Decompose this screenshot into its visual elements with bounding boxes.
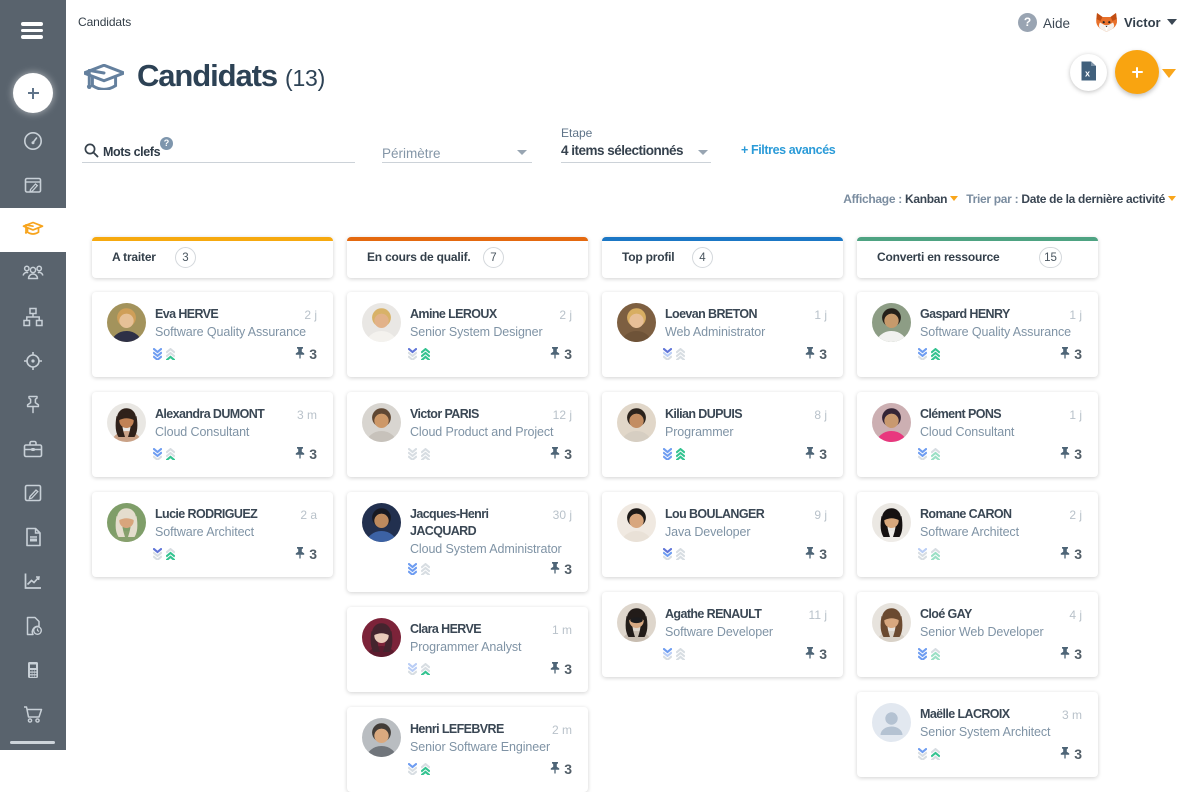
svg-text:x: x (1085, 69, 1090, 79)
